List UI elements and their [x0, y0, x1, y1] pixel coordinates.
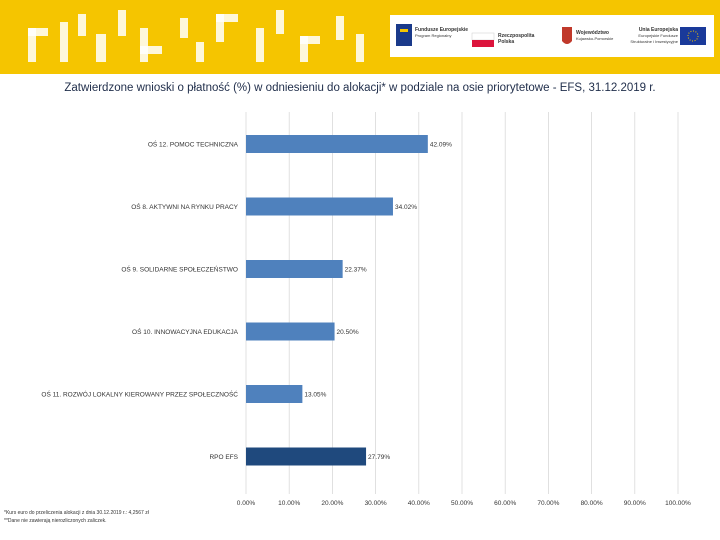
bar	[246, 322, 335, 341]
logo-ue-label: Unia Europejska Europejskie Fundusze Stru…	[630, 27, 678, 44]
x-tick-label: 90.00%	[624, 500, 646, 507]
bar	[246, 260, 343, 278]
category-label: OŚ 12. POMOC TECHNICZNA	[148, 140, 239, 149]
bar	[246, 447, 367, 466]
category-label: OŚ 10. INNOWACYJNA EDUKACJA	[132, 327, 239, 336]
data-label: 42.09%	[430, 142, 452, 149]
category-label: RPO EFS	[209, 454, 238, 461]
x-tick-label: 50.00%	[451, 500, 473, 507]
bar	[246, 135, 428, 153]
x-tick-label: 40.00%	[408, 500, 430, 507]
x-tick-label: 80.00%	[581, 500, 603, 507]
x-tick-label: 20.00%	[321, 500, 343, 507]
data-label: 34.02%	[395, 204, 417, 211]
x-tick-label: 70.00%	[537, 500, 559, 507]
category-label: OŚ 11. ROZWÓJ LOKALNY KIEROWANY PRZEZ SP…	[41, 390, 238, 399]
logo-fundusze-label: Fundusze Europejskie Program Regionalny	[415, 27, 469, 38]
x-tick-label: 0.00%	[237, 500, 256, 507]
category-label: OŚ 9. SOLIDARNE SPOŁECZEŃSTWO	[121, 265, 238, 274]
x-tick-label: 30.00%	[365, 500, 387, 507]
footnote-exchange-rate: *Kurs euro do przeliczenia alokacji z dn…	[4, 510, 149, 516]
category-label: OŚ 8. AKTYWNI NA RYNKU PRACY	[131, 202, 238, 211]
x-tick-label: 60.00%	[494, 500, 516, 507]
logo-wojewodztwo-label: Województwo Kujawsko-Pomorskie	[576, 30, 614, 41]
x-tick-label: 100.00%	[665, 500, 691, 507]
coat-of-arms-icon	[562, 27, 572, 44]
bar	[246, 197, 393, 216]
chart-title: Zatwierdzone wnioski o płatność (%) w od…	[64, 82, 656, 94]
eu-flag-icon	[680, 27, 706, 45]
x-tick-label: 10.00%	[278, 500, 300, 507]
bar	[246, 385, 303, 403]
logos-bar: Fundusze Europejskie Program Regionalny R…	[390, 15, 714, 57]
decorative-blocks	[28, 10, 364, 62]
data-label: 13.05%	[304, 392, 326, 399]
footnote-data-note: **Dane nie zawierają nierozliczonych zal…	[4, 518, 107, 524]
data-label: 20.50%	[337, 329, 359, 336]
header-banner: Fundusze Europejskie Program Regionalny R…	[0, 0, 720, 74]
logo-rzeczpospolita-label: Rzeczpospolita Polska	[498, 33, 535, 45]
data-label: 27.79%	[368, 454, 390, 461]
data-label: 22.37%	[345, 267, 367, 274]
